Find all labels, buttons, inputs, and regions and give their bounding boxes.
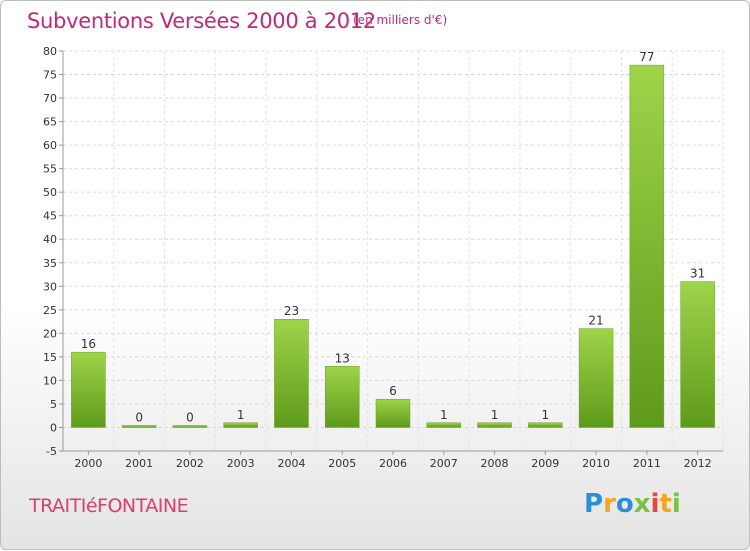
x-tick-label: 2009 (531, 457, 559, 470)
bar-value-label: 31 (690, 267, 705, 281)
y-tick-label: 50 (43, 186, 57, 199)
logo-letter: r (603, 489, 616, 519)
x-tick-label: 2000 (74, 457, 102, 470)
bar (578, 328, 614, 428)
y-tick-label: 35 (43, 257, 57, 270)
y-tick-label: 75 (43, 69, 57, 82)
bar-value-label: 1 (440, 408, 448, 422)
y-tick-label: 70 (43, 92, 57, 105)
x-tick-label: 2011 (633, 457, 661, 470)
bar (71, 351, 106, 428)
y-tick-label: 15 (43, 351, 57, 364)
bar-value-label: 1 (491, 408, 499, 422)
chart-title: Subventions Versées 2000 à 2012 (27, 9, 376, 33)
bar (629, 64, 665, 428)
x-tick-label: 2005 (328, 457, 356, 470)
bar-value-label: 6 (389, 384, 397, 398)
y-tick-label: 30 (43, 280, 57, 293)
x-tick-label: 2001 (125, 457, 153, 470)
bar-value-label: 0 (135, 410, 143, 424)
y-tick-label: 5 (50, 398, 57, 411)
bar (375, 398, 411, 428)
x-tick-label: 2007 (430, 457, 458, 470)
bar-value-label: 13 (335, 351, 350, 365)
x-tick-label: 2003 (227, 457, 255, 470)
y-tick-label: 55 (43, 163, 57, 176)
bar-value-label: 16 (81, 337, 96, 351)
y-tick-label: 40 (43, 233, 57, 246)
bar (121, 425, 157, 428)
bars (71, 64, 715, 428)
logo-letter: P (584, 489, 604, 519)
y-tick-label: 20 (43, 327, 57, 340)
commune-name: TRAITIéFONTAINE (29, 495, 189, 517)
x-tick-label: 2006 (379, 457, 407, 470)
bar (680, 281, 715, 428)
logo-letter: i (650, 489, 660, 519)
logo-letter: t (659, 489, 672, 519)
bar (223, 422, 258, 428)
bar (528, 422, 563, 428)
bar-value-label: 77 (639, 50, 654, 64)
x-tick-label: 2010 (582, 457, 610, 470)
logo-letter: x (633, 489, 651, 519)
bar-value-label: 23 (284, 304, 299, 318)
y-tick-label: 10 (43, 374, 57, 387)
x-tick-label: 2012 (684, 457, 712, 470)
y-tick-label: 45 (43, 210, 57, 223)
logo-letter: o (615, 489, 634, 519)
bar (172, 425, 208, 428)
bar (274, 318, 309, 428)
bar (426, 422, 462, 428)
bar (324, 366, 360, 428)
y-tick-label: -5 (46, 445, 57, 458)
bar-value-label: 21 (588, 314, 603, 328)
y-tick-label: 80 (43, 45, 57, 58)
y-tick-label: 65 (43, 116, 57, 129)
chart-subtitle: (en milliers d'€) (353, 13, 448, 27)
bar-value-label: 1 (541, 408, 549, 422)
bar-value-label: 1 (237, 408, 245, 422)
y-tick-label: 60 (43, 139, 57, 152)
labels: 16 2000 0 2001 0 2002 1 2003 23 2004 13 2005 6 2006 1 2… (74, 50, 711, 470)
y-tick-label: 0 (50, 421, 57, 434)
x-tick-label: 2002 (176, 457, 204, 470)
bar-value-label: 0 (186, 410, 194, 424)
y-tick-label: 25 (43, 304, 57, 317)
proxiti-logo[interactable]: Proxiti (584, 489, 681, 519)
bar (477, 422, 512, 428)
x-tick-label: 2008 (481, 457, 509, 470)
x-tick-label: 2004 (277, 457, 305, 470)
logo-letter: i (671, 489, 681, 519)
